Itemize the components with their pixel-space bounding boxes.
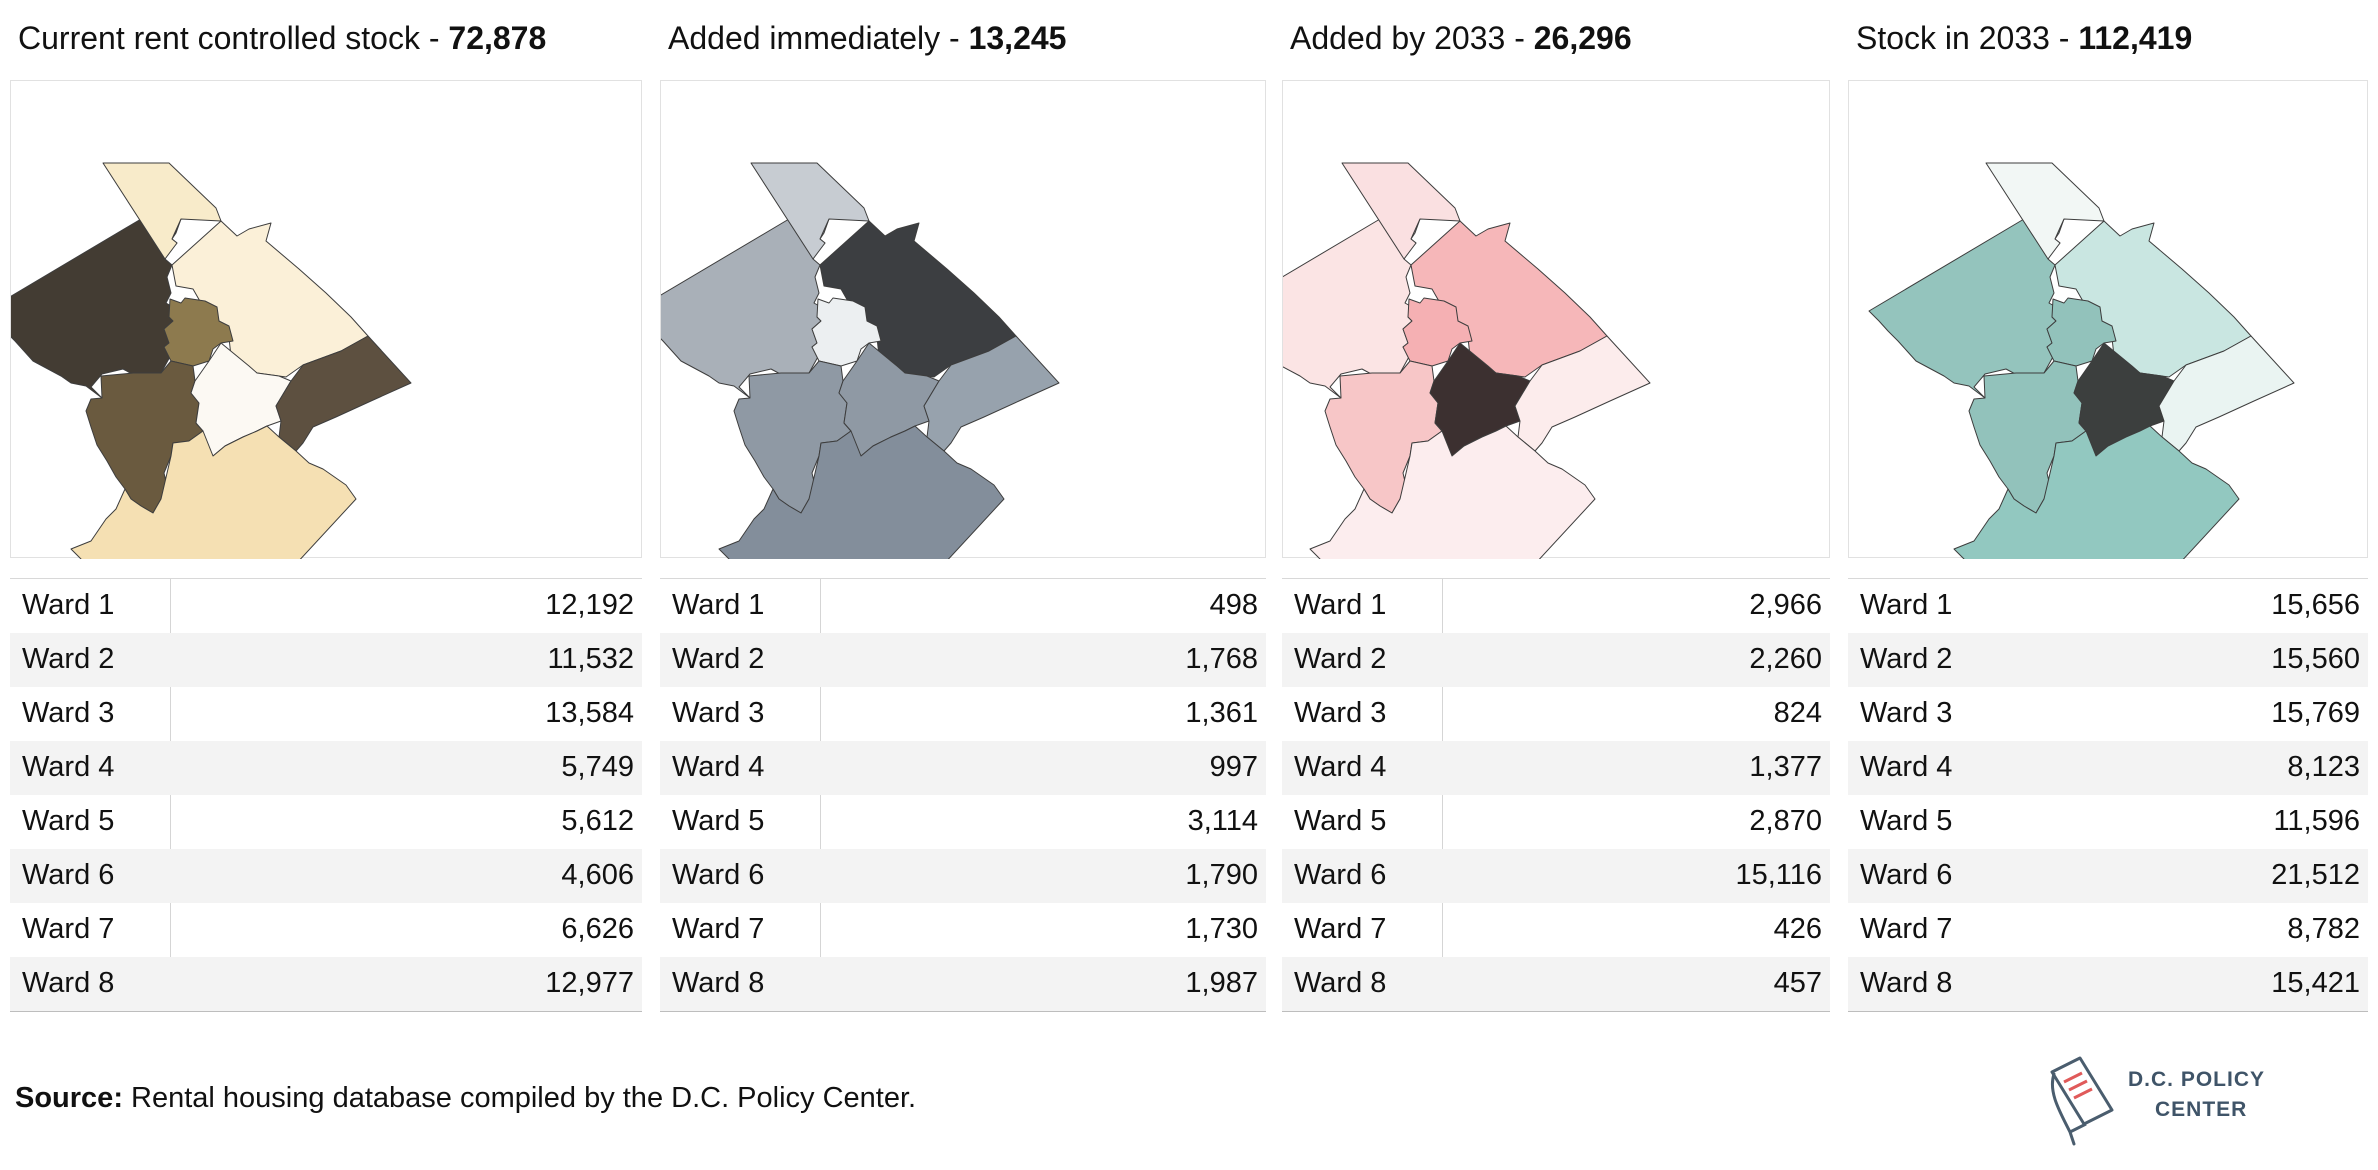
ward-3-area: [171, 220, 369, 378]
table-row: Ward 3 13,584: [22, 697, 634, 729]
table-row: Ward 5 2,870: [1294, 805, 1822, 837]
ward-8-area: [70, 425, 357, 559]
ward-1-area: [661, 218, 830, 399]
table-row: Ward 1 15,656: [1860, 589, 2360, 621]
document-pen-icon: [2050, 1056, 2114, 1146]
ward-map-svg: [1868, 162, 2295, 559]
ward-map-svg: [11, 162, 412, 559]
table-row: Ward 1 12,192: [22, 589, 634, 621]
ward-polygons: [661, 162, 1060, 559]
table-row: Ward 5 3,114: [672, 805, 1258, 837]
table-row: Ward 4 5,749: [10, 741, 642, 795]
table-row: Ward 6 4,606: [10, 849, 642, 903]
table-row: Ward 8 15,421: [1848, 957, 2368, 1011]
table-row: Ward 4 8,123: [1848, 741, 2368, 795]
table-row: Ward 8 12,977: [10, 957, 642, 1011]
column-separator: [1442, 579, 1443, 1011]
table-row: Ward 8 1,987: [660, 957, 1266, 1011]
table-row: Ward 5 11,596: [1860, 805, 2360, 837]
table-row: Ward 7 6,626: [22, 913, 634, 945]
table-row: Ward 4 1,377: [1282, 741, 1830, 795]
ward-table: Ward 1 15,656 Ward 2 15,560 Ward 3 15,769 W…: [1848, 578, 2368, 1012]
table-row: Ward 2 11,532: [10, 633, 642, 687]
table-row: Ward 2 15,560: [1848, 633, 2368, 687]
ward-8-area: [718, 425, 1005, 559]
dc-policy-center-logo: D.C. POLICY CENTER: [2040, 1052, 2280, 1148]
ward-3-area: [1410, 220, 1608, 378]
ward-4-area: [163, 297, 234, 367]
ward-2-area: [1985, 162, 2105, 260]
ward-1-area: [1283, 218, 1421, 399]
ward-polygons: [1868, 162, 2295, 559]
table-row: Ward 6 1,790: [660, 849, 1266, 903]
ward-3-area: [819, 220, 1017, 378]
ward-2-area: [1341, 162, 1461, 260]
table-row: Ward 1 498: [672, 589, 1258, 621]
ward-table: Ward 1 498 Ward 2 1,768 Ward 3 1,361 Ward 4…: [660, 578, 1266, 1012]
table-row: Ward 4 997: [660, 741, 1266, 795]
ward-table: Ward 1 12,192 Ward 2 11,532 Ward 3 13,584 W…: [10, 578, 642, 1012]
table-row: Ward 7 426: [1294, 913, 1822, 945]
ward-4-area: [1402, 297, 1473, 367]
table-row: Ward 5 5,612: [22, 805, 634, 837]
ward-1-area: [11, 218, 182, 399]
ward-2-area: [102, 162, 222, 260]
column-separator: [170, 579, 171, 1011]
panel-title: Added by 2033 - 26,296: [1290, 20, 1632, 56]
ward-8-area: [1953, 425, 2240, 559]
panel-title: Stock in 2033 - 112,419: [1856, 20, 2193, 56]
table-row: Ward 1 2,966: [1294, 589, 1822, 621]
column-separator: [820, 579, 821, 1011]
ward-map-svg: [1283, 162, 1651, 559]
ward-2-area: [750, 162, 870, 260]
table-row: Ward 3 15,769: [1860, 697, 2360, 729]
panel-title: Added immediately - 13,245: [668, 20, 1067, 56]
source-note: Source: Rental housing database compiled…: [15, 1082, 917, 1114]
ward-map: [1848, 80, 2368, 559]
ward-8-area: [1309, 425, 1596, 559]
ward-polygons: [11, 162, 412, 559]
table-row: Ward 7 8,782: [1860, 913, 2360, 945]
table-row: Ward 2 2,260: [1282, 633, 1830, 687]
ward-1-area: [1868, 218, 2065, 399]
table-row: Ward 3 1,361: [672, 697, 1258, 729]
ward-polygons: [1283, 162, 1651, 559]
ward-4-area: [2046, 297, 2117, 367]
ward-table: Ward 1 2,966 Ward 2 2,260 Ward 3 824 Ward 4…: [1282, 578, 1830, 1012]
panel-title: Current rent controlled stock - 72,878: [18, 20, 547, 56]
table-row: Ward 2 1,768: [660, 633, 1266, 687]
logo-line-2: CENTER: [2155, 1098, 2248, 1121]
table-row: Ward 3 824: [1294, 697, 1822, 729]
ward-4-area: [811, 297, 882, 367]
ward-map: [660, 80, 1266, 559]
table-row: Ward 6 15,116: [1282, 849, 1830, 903]
table-row: Ward 6 21,512: [1848, 849, 2368, 903]
table-row: Ward 8 457: [1282, 957, 1830, 1011]
logo-line-1: D.C. POLICY: [2128, 1068, 2266, 1091]
ward-map-svg: [661, 162, 1060, 559]
table-row: Ward 7 1,730: [672, 913, 1258, 945]
ward-3-area: [2054, 220, 2252, 378]
ward-map: [10, 80, 642, 559]
ward-map: [1282, 80, 1830, 559]
